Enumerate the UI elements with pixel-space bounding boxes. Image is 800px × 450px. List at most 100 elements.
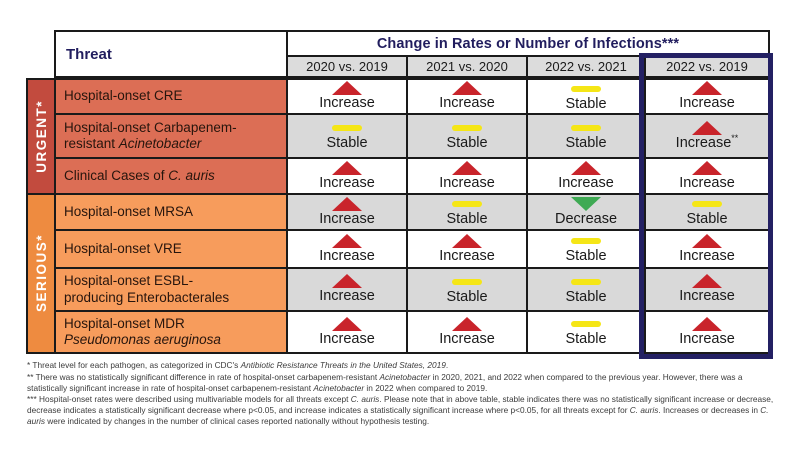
- threat-label: Hospital-onset ESBL-producing Enterobact…: [64, 273, 229, 306]
- text-segment: . Increases or decreases in: [658, 405, 761, 416]
- change-label: Increase: [439, 174, 495, 191]
- change-cell: Increase: [528, 159, 644, 193]
- increase-up-triangle-icon: [692, 316, 722, 331]
- change-label: Increase: [679, 330, 735, 347]
- change-cell: Increase: [408, 312, 526, 352]
- change-cell: Increase: [288, 269, 406, 310]
- change-cell: Stable: [528, 312, 644, 352]
- text-segment: Hospital-onset ESBL-: [64, 273, 194, 289]
- change-cell: Stable: [408, 115, 526, 157]
- change-label: Stable: [326, 135, 368, 152]
- urgent-group-band: URGENT*: [28, 80, 54, 193]
- table-header: Threat Change in Rates or Number of Infe…: [54, 30, 770, 78]
- footnotes: * Threat level for each pathogen, as cat…: [27, 360, 780, 428]
- increase-up-triangle-icon: [332, 316, 362, 331]
- change-cell: Increase: [408, 231, 526, 267]
- text-segment: resistant: [64, 136, 119, 151]
- change-label: Increase: [679, 95, 735, 112]
- increase-up-triangle-icon: [692, 233, 722, 248]
- change-label: Stable: [565, 95, 607, 112]
- column-header-2022-vs-2021: 2022 vs. 2021: [528, 57, 644, 76]
- threat-cell: Hospital-onset MDR Pseudomonas aeruginosa: [56, 312, 286, 352]
- change-cell: Increase: [288, 159, 406, 193]
- text-segment: Hospital-onset Carbapenem-: [64, 119, 237, 135]
- change-label: Stable: [565, 331, 607, 348]
- change-cell: Decrease: [528, 195, 644, 229]
- change-cell: Increase: [288, 80, 406, 113]
- increase-up-triangle-icon: [452, 233, 482, 248]
- threat-cell: Hospital-onset CRE: [56, 80, 286, 113]
- species-name-italic: Acinetobacter: [313, 382, 365, 393]
- species-name-italic: C. auris: [27, 405, 769, 426]
- increase-up-triangle-icon: [452, 316, 482, 331]
- change-label: Increase: [679, 288, 735, 305]
- stable-bar-icon: [452, 201, 482, 208]
- text-segment: Clinical Cases of: [64, 167, 169, 183]
- serious-group-band: SERIOUS*: [28, 195, 54, 352]
- threat-cell: Hospital-onset VRE: [56, 231, 286, 267]
- species-name-italic: Antibiotic Resistance Threats in the Uni…: [240, 360, 446, 370]
- increase-up-triangle-icon: [452, 160, 482, 175]
- stable-bar-icon: [452, 125, 482, 132]
- species-name-italic: Pseudomonas aeruginosa: [64, 332, 221, 347]
- change-label: Increase: [319, 288, 375, 305]
- increase-up-triangle-icon: [332, 233, 362, 248]
- change-cell: Increase: [646, 312, 768, 352]
- table-body: URGENT* SERIOUS* Hospital-onset CRE Incre…: [26, 78, 770, 354]
- change-cell: Stable: [528, 115, 644, 157]
- change-label: Stable: [565, 248, 607, 265]
- change-label: Decrease: [554, 210, 618, 227]
- decrease-down-triangle-icon: [571, 196, 601, 211]
- change-cell: Increase: [646, 269, 768, 310]
- text-segment: *** Hospital-onset rates were described …: [27, 394, 351, 405]
- footnote-models: *** Hospital-onset rates were described …: [27, 394, 780, 426]
- change-label: Increase: [319, 174, 375, 191]
- text-segment: .: [445, 360, 449, 370]
- footnote-threat-level: * Threat level for each pathogen, as cat…: [27, 360, 780, 371]
- increase-up-triangle-icon: [692, 160, 722, 175]
- stable-bar-icon: [332, 125, 362, 132]
- column-header-2022-vs-2019: 2022 vs. 2019: [646, 57, 768, 76]
- text-segment: Hospital-onset VRE: [64, 240, 182, 256]
- increase-up-triangle-icon: [332, 160, 362, 175]
- footnote-acinetobacter: ** There was no statistically significan…: [27, 372, 780, 394]
- text-segment: Hospital-onset MRSA: [64, 203, 194, 219]
- threat-column-header: Threat: [56, 32, 286, 76]
- serious-group-label: SERIOUS*: [33, 234, 49, 313]
- change-cell: Stable: [528, 231, 644, 267]
- change-cell: Stable: [646, 195, 768, 229]
- change-cell: Stable: [528, 269, 644, 310]
- increase-up-triangle-icon: [571, 160, 601, 175]
- change-label: Stable: [565, 135, 607, 152]
- urgent-group-label: URGENT*: [33, 100, 49, 173]
- change-in-rates-header: Change in Rates or Number of Infections*…: [288, 32, 768, 55]
- change-cell: Increase: [288, 231, 406, 267]
- change-label: Stable: [565, 288, 607, 305]
- change-cell: Increase: [408, 80, 526, 113]
- footnote-marker: **: [731, 133, 739, 144]
- threat-label: Clinical Cases of C. auris: [64, 168, 215, 184]
- increase-up-triangle-icon: [452, 81, 482, 96]
- stable-bar-icon: [571, 85, 601, 92]
- threat-label: Hospital-onset MRSA: [64, 204, 193, 220]
- change-label: Increase: [319, 330, 375, 347]
- species-name-italic: C. auris: [168, 167, 215, 183]
- change-label: Increase: [439, 247, 495, 264]
- change-label: Stable: [446, 135, 488, 152]
- increase-up-triangle-icon: [692, 120, 722, 135]
- change-label: Increase: [558, 174, 614, 191]
- text-segment: producing Enterobacterales: [64, 289, 230, 305]
- text-segment: Hospital-onset CRE: [64, 88, 183, 104]
- text-segment: were indicated by changes in the number …: [44, 415, 430, 426]
- threat-cell: Hospital-onset ESBL-producing Enterobact…: [56, 269, 286, 310]
- species-name-italic: Acinetobacter: [118, 136, 202, 151]
- change-cell: Stable: [528, 80, 644, 113]
- increase-up-triangle-icon: [332, 81, 362, 96]
- change-cell: Increase**: [646, 115, 768, 157]
- change-label: Stable: [446, 211, 488, 228]
- change-cell: Increase: [288, 195, 406, 229]
- stable-bar-icon: [452, 278, 482, 285]
- stable-bar-icon: [692, 201, 722, 208]
- text-segment: ** There was no statistically significan…: [27, 371, 380, 382]
